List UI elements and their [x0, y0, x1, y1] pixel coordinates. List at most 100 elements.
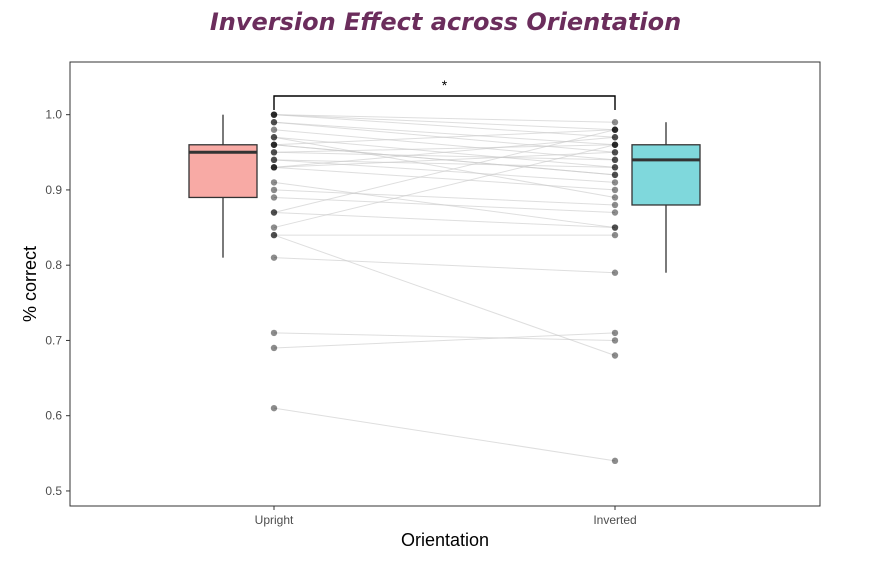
data-point [270, 126, 278, 133]
data-point [611, 156, 619, 164]
data-point [270, 156, 278, 164]
data-point [270, 149, 278, 156]
data-point [611, 126, 619, 133]
data-point [611, 179, 619, 186]
data-point [270, 111, 278, 118]
chart-title: Inversion Effect across Orientation [209, 8, 682, 36]
y-axis-title: % correct [20, 246, 40, 322]
y-tick-label: 0.6 [45, 409, 62, 423]
x-tick-label: Inverted [593, 513, 636, 527]
pair-line [273, 159, 616, 168]
plot-panel [69, 61, 821, 507]
pair-line [273, 114, 616, 131]
data-point [270, 209, 278, 216]
data-point [270, 164, 278, 171]
data-point [270, 254, 278, 261]
pair-line [273, 332, 616, 349]
data-point [270, 156, 278, 164]
data-point [611, 194, 619, 201]
data-point [270, 111, 278, 118]
data-point [270, 164, 278, 171]
pair-line [273, 332, 616, 341]
data-point [611, 329, 619, 337]
significance-bracket [273, 95, 616, 110]
panel-border [69, 61, 821, 507]
data-point [270, 186, 278, 194]
y-tick-label: 1.0 [45, 108, 62, 122]
pair-line [273, 234, 616, 356]
data-points [270, 111, 619, 465]
data-point [611, 126, 619, 133]
data-point [611, 119, 619, 126]
pair-line [273, 407, 616, 462]
data-point [611, 224, 619, 231]
pair-line [273, 129, 616, 146]
data-point [611, 141, 619, 148]
y-tick-label: 0.8 [45, 258, 62, 272]
data-point [611, 171, 619, 179]
data-point [270, 141, 278, 148]
data-point [270, 194, 278, 201]
data-point [270, 224, 278, 231]
data-point [611, 156, 619, 164]
data-point [611, 209, 619, 216]
data-point [270, 404, 278, 412]
pair-line [273, 196, 616, 214]
data-point [611, 171, 619, 179]
data-point [611, 457, 619, 465]
data-point [611, 164, 619, 171]
data-point [270, 134, 278, 141]
data-point [611, 337, 619, 344]
data-point [611, 149, 619, 156]
pair-line [273, 114, 616, 123]
pair-line [273, 129, 616, 213]
data-point [611, 231, 619, 239]
data-point [611, 352, 619, 359]
y-axis: 0.5 0.6 0.7 0.8 0.9 1.0 [45, 108, 70, 498]
data-point [611, 164, 619, 171]
data-point [270, 141, 278, 148]
data-point [611, 201, 619, 209]
data-point [270, 149, 278, 156]
significance-annotation: * [273, 77, 616, 110]
data-point [611, 149, 619, 156]
box-group [188, 114, 701, 273]
data-point [611, 134, 619, 141]
pair-line [273, 144, 616, 176]
significance-label: * [442, 77, 448, 93]
pair-line [273, 166, 616, 191]
data-point [611, 269, 619, 276]
data-point [611, 134, 619, 141]
pair-line [273, 136, 616, 198]
data-point [270, 231, 278, 239]
data-point [270, 164, 278, 171]
pair-line [273, 114, 616, 138]
pair-line [273, 212, 616, 229]
pair-line [273, 144, 616, 229]
data-point [611, 126, 619, 133]
y-tick-label: 0.9 [45, 183, 62, 197]
pair-line [273, 136, 616, 168]
box-inverted [631, 144, 701, 206]
data-point [270, 344, 278, 352]
pair-line [273, 151, 616, 161]
data-point [270, 119, 278, 126]
data-point [270, 179, 278, 186]
data-point [270, 119, 278, 126]
data-point [270, 231, 278, 239]
x-tick-label: Upright [255, 513, 294, 527]
x-axis: Upright Inverted [255, 506, 637, 527]
x-axis-title: Orientation [401, 530, 489, 550]
data-point [270, 141, 278, 148]
pair-line [273, 121, 616, 146]
data-point [270, 329, 278, 337]
pair-line [273, 257, 616, 274]
data-point [611, 186, 619, 194]
y-tick-label: 0.5 [45, 484, 62, 498]
y-tick-label: 0.7 [45, 333, 62, 347]
data-point [611, 141, 619, 148]
data-point [270, 209, 278, 216]
data-point [270, 134, 278, 141]
pair-lines [273, 114, 616, 462]
